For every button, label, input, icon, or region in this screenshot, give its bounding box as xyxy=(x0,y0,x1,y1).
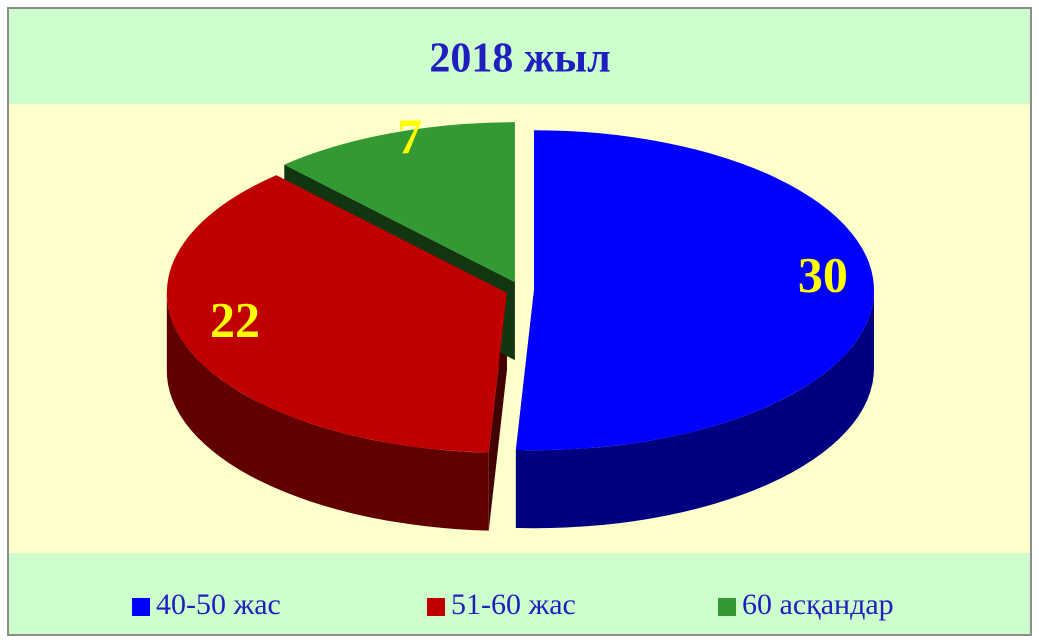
slice-side xyxy=(515,290,874,529)
legend-swatch xyxy=(132,598,150,616)
legend-swatch xyxy=(718,598,736,616)
legend-label: 51-60 жас xyxy=(451,588,576,621)
chart-title: 2018 жыл xyxy=(429,36,610,82)
pie-slice xyxy=(166,175,507,453)
title-band xyxy=(9,9,1030,104)
legend-label: 60 асқандар xyxy=(742,588,894,621)
legend-band xyxy=(9,553,1030,634)
data-label: 7 xyxy=(397,108,422,164)
data-label: 30 xyxy=(798,246,848,302)
legend-swatch xyxy=(427,598,445,616)
pie-tops xyxy=(166,122,874,453)
pie-slice xyxy=(515,130,874,451)
pie-slice xyxy=(284,122,515,283)
slice-side xyxy=(166,292,489,531)
data-label: 22 xyxy=(210,291,260,347)
legend-label: 40-50 жас xyxy=(156,588,281,621)
